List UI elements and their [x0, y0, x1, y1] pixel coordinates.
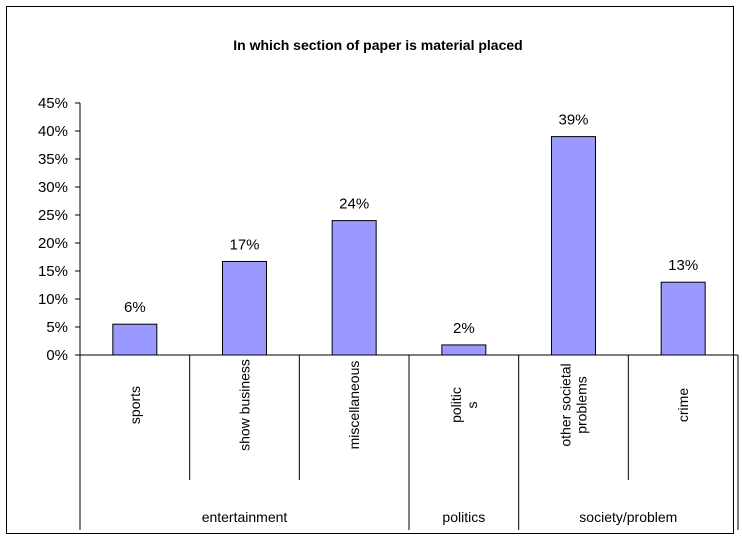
bar	[441, 344, 487, 356]
plot-area: 0% 5% 10% 15% 20% 25% 30% 35% 40% 45% 6% sports 17% s…	[38, 95, 739, 530]
bar	[112, 323, 158, 356]
category-label: miscellaneous	[346, 361, 362, 450]
y-tick-label: 35%	[38, 151, 68, 168]
category-label: sports	[127, 386, 143, 424]
category-label: politics	[448, 387, 480, 423]
y-tick-label: 15%	[38, 263, 68, 280]
data-label: 24%	[339, 196, 369, 213]
data-label: 13%	[668, 257, 698, 274]
data-label: 6%	[124, 299, 146, 316]
data-label: 17%	[229, 236, 259, 253]
group-label: society/problem	[579, 509, 677, 525]
y-tick-label: 30%	[38, 179, 68, 196]
data-label: 39%	[558, 112, 588, 129]
chart-title: In which section of paper is material pl…	[233, 37, 522, 53]
y-tick-label: 40%	[38, 123, 68, 140]
bar	[551, 136, 596, 356]
data-label: 2%	[453, 320, 475, 337]
y-tick-label: 0%	[46, 347, 68, 364]
category-label: show business	[237, 359, 253, 451]
group-label: entertainment	[202, 509, 288, 525]
y-tick-label: 45%	[38, 95, 68, 112]
category-label: crime	[675, 388, 691, 422]
category-label: other societalproblems	[558, 363, 590, 446]
y-tick-label: 20%	[38, 235, 68, 252]
bar	[660, 281, 706, 356]
bar	[222, 260, 267, 356]
y-tick-label: 10%	[38, 291, 68, 308]
bar	[331, 220, 377, 356]
y-tick-label: 5%	[46, 319, 68, 336]
group-label: politics	[442, 509, 485, 525]
y-tick-label: 25%	[38, 207, 68, 224]
